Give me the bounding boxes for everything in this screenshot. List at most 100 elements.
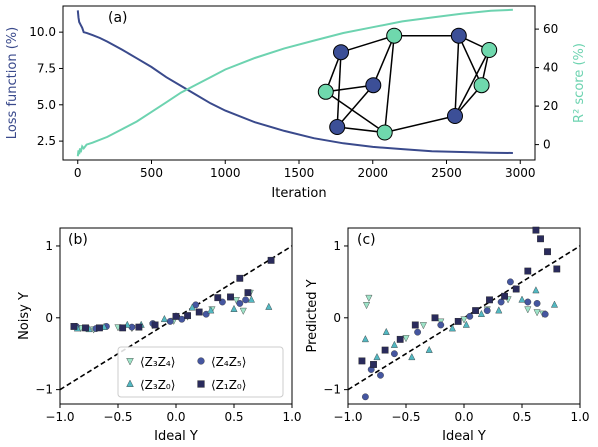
panel-a-ticks: 0 500 1000 1500 2000 2500 3000 2.5 5.0 7.5 10.0 0 20…: [29, 22, 558, 180]
y-tick-label-left: 5.0: [37, 98, 56, 112]
x-tick-label: −1.0: [333, 410, 362, 424]
data-point: [214, 294, 222, 302]
data-point: [184, 312, 191, 320]
data-point: [460, 316, 468, 324]
data-point: [370, 361, 377, 368]
data-point: [411, 321, 419, 329]
data-point: [477, 309, 485, 317]
x-tick-label: −1.0: [45, 410, 74, 424]
data-point: [230, 304, 238, 312]
data-point: [197, 380, 205, 388]
data-point: [363, 302, 371, 310]
data-point: [373, 353, 381, 361]
y-tick-label: 1: [333, 239, 341, 253]
x-tick-label: 1000: [210, 166, 241, 180]
x-tick-label: 0.5: [512, 410, 531, 424]
x-tick-label: 1500: [284, 166, 315, 180]
legend-entry-label: ⟨Z₄Z₅⟩: [211, 355, 246, 369]
panel-a-frame: [62, 5, 536, 161]
data-point: [236, 274, 244, 282]
data-point: [197, 357, 205, 365]
data-point: [160, 314, 168, 322]
x-tick-label: 0.0: [166, 410, 185, 424]
y-tick-label: −1: [35, 383, 53, 397]
panel-a-label: (a): [108, 10, 128, 26]
data-point: [381, 346, 389, 354]
data-point: [96, 324, 103, 332]
panel-a-ylabel-left: Loss function (%): [5, 27, 20, 139]
panel-c-xlabel: Ideal Y: [442, 429, 486, 444]
legend-box: [117, 346, 284, 398]
data-point: [524, 306, 532, 314]
data-point: [126, 379, 134, 387]
x-tick-label: −0.5: [103, 410, 132, 424]
legend-entry-label: ⟨Z₃Z₀⟩: [140, 378, 175, 392]
panel-b: −1.0 −0.5 0.0 0.5 1.0 −1 0 1 (b) Ideal Y Noisy …: [17, 227, 302, 444]
data-point: [239, 307, 247, 315]
panel-c-label: (c): [357, 232, 376, 248]
x-tick-label: 2000: [357, 166, 388, 180]
y-tick-label: 0: [333, 311, 341, 325]
panel-c: −1.0 −0.5 0.0 0.5 1.0 −1 0 1 (c) Ideal Y Predic…: [305, 226, 590, 444]
graph-edge: [454, 49, 490, 117]
data-point: [82, 324, 89, 332]
data-point: [135, 323, 143, 331]
data-point: [524, 267, 532, 275]
data-point: [541, 310, 549, 318]
graph-node: [329, 119, 346, 135]
panel-b-xlabel: Ideal Y: [154, 429, 198, 444]
data-point: [227, 293, 234, 301]
data-point: [70, 323, 78, 330]
graph-edge: [372, 35, 395, 86]
y-tick-label-right: 0: [543, 138, 551, 152]
data-point: [236, 300, 244, 307]
data-point: [550, 300, 559, 308]
data-point: [242, 296, 250, 304]
data-point: [377, 371, 384, 379]
panel-c-ticks: −1.0 −0.5 0.0 0.5 1.0 −1 0 1: [323, 239, 589, 424]
panel-a-ylabel-right: R² score (%): [572, 43, 587, 123]
graph-node: [473, 77, 490, 94]
data-point: [361, 393, 369, 401]
panel-b-ticks: −1.0 −0.5 0.0 0.5 1.0 −1 0 1: [35, 239, 301, 424]
panel-c-ylabel: Predicted Y: [305, 279, 320, 352]
x-tick-label: 1.0: [570, 410, 589, 424]
data-point: [232, 297, 240, 305]
graph-edge: [340, 34, 395, 53]
network-graph: [317, 27, 498, 141]
data-point: [512, 285, 520, 293]
data-point: [524, 298, 532, 306]
y-tick-label-right: 60: [543, 22, 558, 36]
data-point: [501, 292, 508, 300]
legend: ⟨Z₃Z₄⟩ ⟨Z₄Z₅⟩ ⟨Z₃Z₀⟩ ⟨Z₁Z₀⟩: [117, 346, 284, 398]
x-tick-label: 500: [140, 166, 163, 180]
graph-node: [447, 108, 463, 124]
panel-c-plot: [347, 226, 581, 401]
data-point: [506, 278, 514, 286]
y-tick-label: −1: [323, 383, 341, 397]
data-point: [486, 296, 493, 304]
graph-node: [450, 27, 467, 44]
graph-edge: [325, 91, 386, 134]
y-tick-label-left: 2.5: [37, 134, 56, 148]
data-point: [172, 312, 180, 320]
graph-edge: [384, 115, 456, 134]
graph-node: [376, 124, 393, 141]
x-tick-label: 0: [74, 166, 82, 180]
graph-node: [317, 83, 334, 100]
data-point: [454, 317, 462, 325]
data-point: [448, 324, 456, 332]
data-point: [188, 303, 196, 311]
panel-b-label: (b): [68, 232, 88, 248]
data-point: [425, 345, 433, 353]
data-point: [244, 289, 252, 297]
data-point: [553, 265, 561, 273]
y-tick-label-right: 20: [543, 99, 558, 113]
graph-edge: [383, 35, 395, 133]
data-point: [358, 357, 366, 365]
y-tick-label-left: 10.0: [29, 25, 56, 39]
data-point: [361, 335, 369, 343]
graph-node: [333, 44, 349, 61]
data-point: [532, 226, 540, 234]
